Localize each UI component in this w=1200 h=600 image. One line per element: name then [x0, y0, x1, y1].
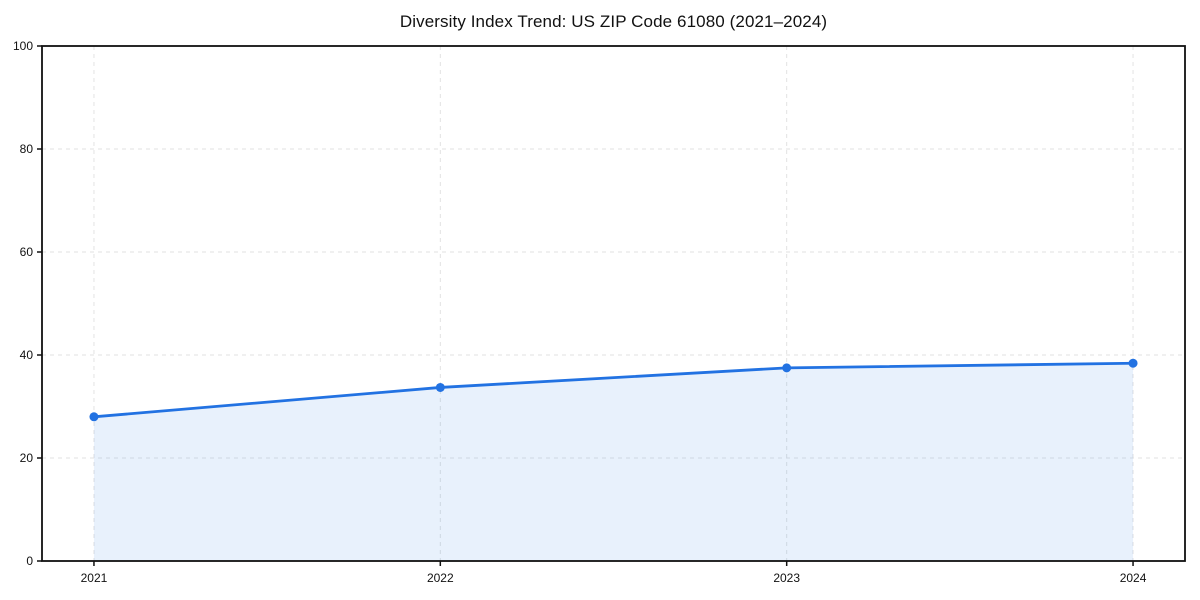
series-line: [92, 361, 1135, 419]
y-tick-label: 60: [20, 245, 34, 259]
data-point-2023: [782, 363, 792, 373]
y-tick-label: 40: [20, 348, 34, 362]
x-tick-label: 2021: [81, 571, 108, 585]
data-point-2021: [89, 412, 99, 422]
area-fill: [93, 363, 1134, 561]
data-point-2022: [435, 382, 445, 392]
plot-frame: [41, 45, 1186, 562]
y-tick-label: 80: [20, 142, 34, 156]
x-tick-label: 2024: [1120, 571, 1147, 585]
y-tick-label: 0: [26, 554, 33, 568]
y-tick-label: 20: [20, 451, 34, 465]
y-tick-label: 100: [13, 39, 33, 53]
chart-title: Diversity Index Trend: US ZIP Code 61080…: [399, 12, 828, 31]
data-point-2024: [1128, 358, 1138, 368]
x-tick-label: 2023: [773, 571, 800, 585]
x-tick-label: 2022: [427, 571, 454, 585]
